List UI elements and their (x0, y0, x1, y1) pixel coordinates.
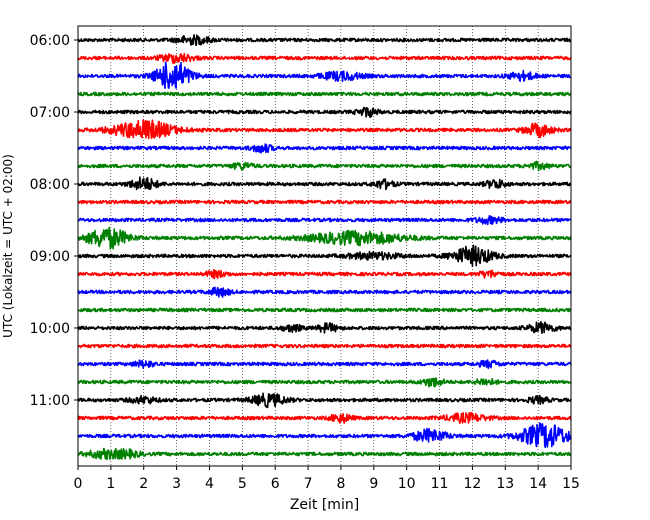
x-axis-label: Zeit [min] (290, 497, 359, 513)
trace-line (77, 119, 572, 140)
y-tick-label: 11:00 (30, 393, 70, 409)
trace-line (77, 199, 572, 205)
trace-line (77, 34, 572, 46)
y-tick-label: 07:00 (30, 105, 70, 121)
trace-line (77, 91, 572, 97)
y-tick-label: 08:00 (30, 177, 70, 193)
x-tick-label: 2 (139, 476, 148, 492)
trace-line (77, 226, 572, 250)
grid-lines (110, 26, 539, 466)
trace-line (77, 359, 572, 370)
trace-line (77, 143, 572, 154)
trace-line (77, 61, 572, 89)
x-tick-label: 4 (205, 476, 214, 492)
x-tick-label: 12 (463, 476, 481, 492)
trace-line (77, 176, 572, 191)
x-tick-label: 5 (238, 476, 247, 492)
y-tick-label: 09:00 (30, 249, 70, 265)
x-tick-label: 14 (529, 476, 547, 492)
trace-line (77, 286, 572, 298)
x-tick-label: 7 (304, 476, 313, 492)
trace-line (77, 377, 572, 388)
y-tick-label: 06:00 (30, 33, 70, 49)
trace-line (77, 269, 572, 280)
x-tick-label: 8 (336, 476, 345, 492)
x-tick-label: 0 (74, 476, 83, 492)
plot-frame (77, 25, 572, 467)
x-tick-label: 6 (271, 476, 280, 492)
trace-line (77, 160, 572, 172)
trace-line (77, 321, 572, 334)
x-tick-label: 11 (431, 476, 449, 492)
trace-line (77, 343, 572, 349)
trace-line (77, 215, 572, 226)
trace-line (77, 307, 572, 313)
x-tick-label: 13 (496, 476, 514, 492)
x-tick-label: 3 (172, 476, 181, 492)
trace-line (77, 447, 572, 461)
trace-line (77, 106, 572, 119)
x-tick-label: 9 (369, 476, 378, 492)
x-tick-label: 1 (106, 476, 115, 492)
y-axis-label: UTC (Lokalzeit = UTC + 02:00) (1, 154, 15, 338)
x-axis-ticks: 0 1 2 3 4 5 6 7 8 9 10 11 12 13 14 15 (74, 466, 580, 492)
seismic-traces (77, 34, 572, 461)
trace-line (77, 392, 572, 409)
x-tick-label: 15 (562, 476, 580, 492)
y-tick-label: 10:00 (30, 321, 70, 337)
trace-line (77, 422, 572, 449)
x-tick-label: 10 (398, 476, 416, 492)
trace-line (77, 52, 572, 64)
y-axis-ticks: 06:00 07:00 08:00 09:00 10:00 11:00 (30, 33, 78, 409)
trace-line (77, 412, 572, 424)
trace-line (77, 244, 572, 267)
